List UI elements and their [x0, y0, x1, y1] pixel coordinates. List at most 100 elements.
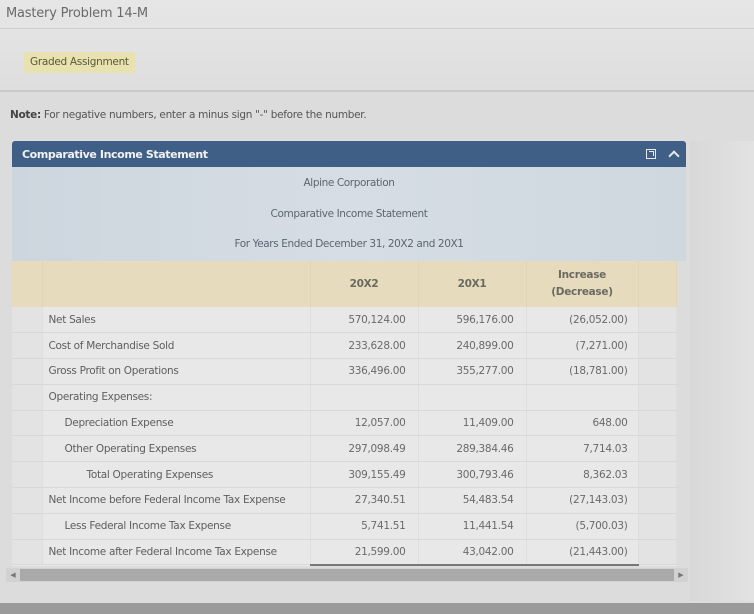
cell-20x2[interactable]: 309,155.49	[310, 461, 419, 489]
row-pad	[12, 307, 43, 334]
row-tail	[638, 332, 677, 360]
page-title: Mastery Problem 14-M	[6, 6, 148, 21]
statement-title: Comparative Income Statement	[270, 208, 428, 220]
row-label: Net Income before Federal Income Tax Exp…	[42, 487, 311, 514]
table-row: Gross Profit on Operations 336,496.00 35…	[12, 358, 677, 385]
cell-20x1[interactable]: 355,277.00	[418, 358, 527, 385]
income-statement-table: 20X2 20X1 Increase (Decrease) Net Sales …	[12, 261, 677, 566]
cell-20x2[interactable]: 21,599.00	[310, 538, 419, 566]
cell-increase[interactable]: (18,781.00)	[526, 358, 639, 385]
cell-20x2[interactable]: 570,124.00	[310, 307, 419, 334]
header-20x2: 20X2	[310, 261, 419, 307]
row-tail	[638, 539, 677, 566]
header-decrease: (Decrease)	[551, 286, 613, 298]
row-label: Operating Expenses:	[42, 384, 311, 411]
row-pad	[12, 384, 43, 411]
note-body: For negative numbers, enter a minus sign…	[40, 109, 367, 121]
cell-20x2[interactable]: 336,496.00	[310, 358, 419, 385]
row-label: Net Income after Federal Income Tax Expe…	[42, 539, 311, 566]
cell-20x1[interactable]: 300,793.46	[418, 461, 527, 489]
row-tail	[638, 358, 677, 385]
scrollbar-thumb[interactable]	[20, 569, 674, 581]
panel-title: Comparative Income Statement	[22, 147, 208, 161]
table-row: Net Sales 570,124.00 596,176.00 (26,052.…	[12, 307, 677, 334]
scroll-left-arrow-icon[interactable]: ◀	[10, 571, 16, 579]
cell-increase[interactable]: (7,271.00)	[526, 332, 639, 360]
panel-header: Comparative Income Statement	[12, 141, 686, 167]
cell-20x2[interactable]: 12,057.00	[310, 410, 419, 437]
cell-20x1[interactable]: 596,176.00	[418, 307, 527, 334]
row-pad	[12, 487, 43, 514]
title-divider	[0, 28, 754, 29]
cell-increase[interactable]: (27,143.03)	[526, 487, 639, 514]
cell-20x2[interactable]: 5,741.51	[310, 513, 419, 540]
statement-heading: Alpine Corporation Comparative Income St…	[12, 167, 686, 261]
header-20x1: 20X1	[418, 261, 527, 307]
note-label: Note:	[10, 109, 41, 121]
company-name: Alpine Corporation	[303, 177, 395, 189]
cell-20x1[interactable]: 11,441.54	[418, 513, 527, 540]
row-pad	[12, 358, 43, 385]
statement-period: For Years Ended December 31, 20X2 and 20…	[234, 238, 464, 250]
row-pad	[12, 332, 43, 360]
table-row: Operating Expenses:	[12, 383, 677, 411]
row-pad	[12, 461, 43, 489]
note-text: Note: For negative numbers, enter a minu…	[10, 109, 367, 121]
table-row: Other Operating Expenses 297,098.49 289,…	[12, 435, 677, 463]
row-label: Total Operating Expenses	[42, 461, 311, 489]
cell-20x1[interactable]: 289,384.46	[418, 435, 527, 463]
table-row: Net Income before Federal Income Tax Exp…	[12, 487, 677, 514]
cell-20x1[interactable]: 240,899.00	[418, 332, 527, 360]
row-pad	[12, 410, 43, 437]
row-tail	[638, 384, 677, 411]
cell-increase[interactable]: 648.00	[526, 410, 639, 437]
scroll-right-arrow-icon[interactable]: ▶	[678, 571, 684, 579]
row-tail	[638, 435, 677, 463]
cell-20x1[interactable]: 54,483.54	[418, 487, 527, 514]
collapse-chevron-up-icon[interactable]	[668, 150, 680, 162]
table-row: Cost of Merchandise Sold 233,628.00 240,…	[12, 332, 677, 360]
row-label: Depreciation Expense	[42, 410, 311, 437]
cell-20x1[interactable]: 43,042.00	[418, 538, 527, 566]
cell-increase[interactable]: 7,714.03	[526, 435, 639, 463]
graded-assignment-badge: Graded Assignment	[24, 52, 135, 73]
row-label: Cost of Merchandise Sold	[42, 332, 311, 360]
row-pad	[12, 539, 43, 566]
table-row: Depreciation Expense 12,057.00 11,409.00…	[12, 410, 677, 437]
table-row: Total Operating Expenses 309,155.49 300,…	[12, 461, 677, 489]
row-pad	[12, 435, 43, 463]
page-header-band: Mastery Problem 14-M Graded Assignment	[0, 0, 754, 92]
row-label: Net Sales	[42, 307, 311, 334]
cell-increase[interactable]: (5,700.03)	[526, 513, 639, 540]
panel-controls	[646, 148, 680, 162]
header-increase: Increase	[558, 269, 606, 281]
background-shade	[690, 141, 754, 601]
horizontal-scrollbar[interactable]: ◀ ▶	[6, 568, 688, 582]
row-tail	[638, 461, 677, 489]
cell-20x2[interactable]: 297,098.49	[310, 435, 419, 463]
table-row: Less Federal Income Tax Expense 5,741.51…	[12, 513, 677, 540]
cell-increase	[526, 383, 639, 411]
bottom-edge	[0, 603, 754, 614]
row-label: Other Operating Expenses	[42, 435, 311, 463]
header-pad	[12, 261, 43, 307]
cell-increase[interactable]: (21,443.00)	[526, 538, 639, 566]
cell-20x2[interactable]: 27,340.51	[310, 487, 419, 514]
cell-increase[interactable]: 8,362.03	[526, 461, 639, 489]
row-tail	[638, 487, 677, 514]
cell-increase[interactable]: (26,052.00)	[526, 307, 639, 334]
row-pad	[12, 513, 43, 540]
row-tail	[638, 307, 677, 334]
popout-icon[interactable]	[646, 149, 656, 159]
cell-20x1	[418, 383, 527, 411]
row-tail	[638, 410, 677, 437]
table-row: Net Income after Federal Income Tax Expe…	[12, 538, 677, 566]
cell-20x1[interactable]: 11,409.00	[418, 410, 527, 437]
cell-20x2[interactable]: 233,628.00	[310, 332, 419, 360]
cell-20x2	[310, 383, 419, 411]
header-tail	[638, 261, 677, 307]
row-label: Gross Profit on Operations	[42, 358, 311, 385]
row-tail	[638, 513, 677, 540]
row-label: Less Federal Income Tax Expense	[42, 513, 311, 540]
income-statement-panel: Comparative Income Statement Alpine Corp…	[12, 141, 686, 573]
